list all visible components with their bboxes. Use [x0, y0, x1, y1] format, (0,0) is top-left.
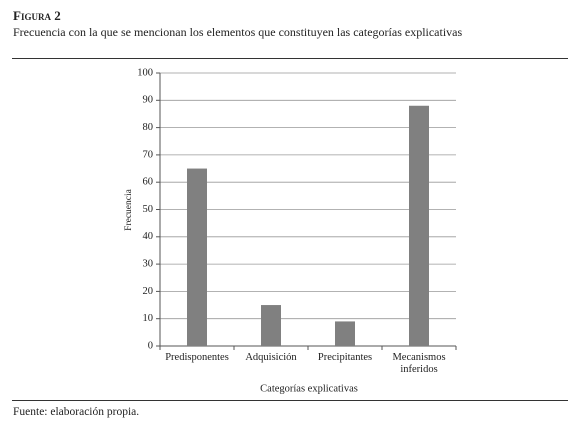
y-tick-label: 50	[143, 204, 154, 215]
x-tick-label: Mecanismos inferidos	[392, 352, 446, 375]
x-axis-label: Categorías explicativas	[260, 383, 358, 394]
y-tick-label: 30	[143, 259, 154, 270]
y-tick-label: 10	[143, 313, 154, 324]
bar	[261, 305, 281, 346]
y-tick-label: 60	[143, 177, 154, 188]
y-tick-label: 0	[148, 340, 153, 351]
y-tick-label: 20	[143, 286, 154, 297]
y-tick-label: 100	[137, 67, 153, 78]
bar	[335, 321, 355, 346]
y-tick-label: 90	[143, 95, 154, 106]
bar	[409, 105, 429, 346]
bar	[187, 168, 207, 346]
source-note: Fuente: elaboración propia.	[13, 406, 140, 418]
y-axis-label: Frecuencia	[124, 188, 134, 230]
x-tick-label: Predisponentes	[165, 352, 229, 363]
figure-subtitle: Frecuencia con la que se mencionan los e…	[13, 25, 463, 39]
x-tick-label: Adquisición	[245, 352, 297, 363]
x-tick-label: Precipitantes	[317, 352, 373, 363]
y-tick-label: 40	[143, 231, 154, 242]
figure-title: Figura 2	[13, 8, 61, 23]
y-tick-label: 70	[143, 149, 154, 160]
y-tick-label: 80	[143, 122, 154, 133]
